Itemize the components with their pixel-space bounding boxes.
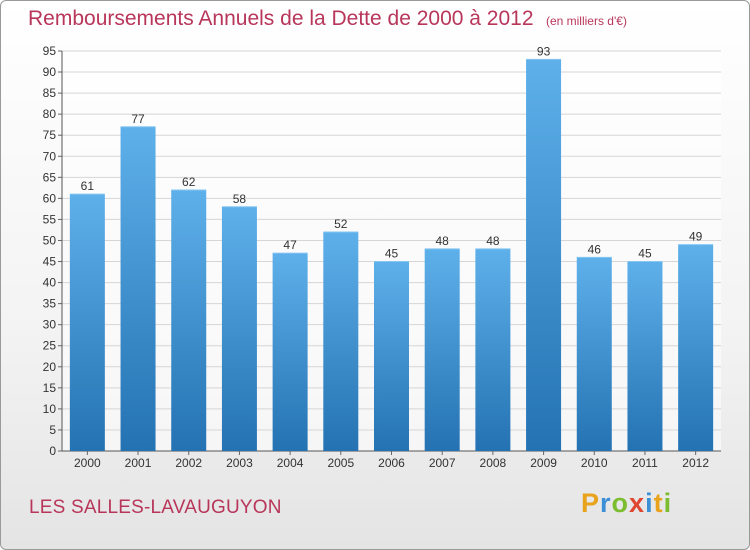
- commune-name: LES SALLES-LAVAUGUYON: [29, 497, 282, 518]
- y-tick-label: 55: [43, 212, 57, 226]
- data-label: 52: [334, 217, 348, 231]
- unit-note: (en milliers d'€): [545, 14, 627, 28]
- data-label: 77: [131, 112, 145, 126]
- x-tick-label: 2007: [429, 456, 456, 470]
- chart-title: Remboursements Annuels de la Dette de 20…: [28, 7, 534, 30]
- y-tick-label: 40: [43, 276, 57, 290]
- y-tick-label: 5: [49, 423, 56, 437]
- bar: [69, 194, 105, 451]
- logo-letter: o: [611, 488, 630, 518]
- logo-letter: P: [581, 488, 601, 518]
- data-label: 45: [638, 247, 652, 261]
- data-label: 45: [385, 247, 399, 261]
- title-row: Remboursements Annuels de la Dette de 20…: [28, 7, 627, 31]
- y-tick-label: 65: [43, 170, 57, 184]
- bar: [323, 232, 359, 451]
- y-tick-label: 90: [43, 65, 57, 79]
- x-tick-label: 2008: [480, 456, 507, 470]
- logo-letter: t: [653, 488, 664, 518]
- bar: [374, 261, 409, 451]
- proxiti-logo: Proxiti: [581, 488, 672, 519]
- y-tick-label: 35: [43, 297, 57, 311]
- data-label: 61: [81, 179, 95, 193]
- y-tick-label: 10: [43, 402, 57, 416]
- y-tick-label: 80: [43, 107, 57, 121]
- logo-letter: r: [600, 488, 612, 518]
- x-tick-label: 2006: [378, 456, 405, 470]
- y-tick-label: 45: [43, 255, 57, 269]
- y-tick-label: 60: [43, 191, 57, 205]
- data-label: 47: [283, 238, 297, 252]
- logo-letter: i: [663, 488, 673, 518]
- bar: [221, 206, 257, 451]
- bar: [424, 248, 460, 451]
- y-tick-label: 25: [43, 339, 57, 353]
- bar: [576, 257, 612, 451]
- bar: [526, 59, 562, 451]
- bar: [678, 244, 714, 451]
- bar: [120, 126, 156, 451]
- data-label: 62: [182, 175, 196, 189]
- data-label: 58: [233, 192, 247, 206]
- x-tick-label: 2000: [74, 456, 101, 470]
- y-tick-label: 0: [49, 444, 56, 458]
- y-tick-label: 15: [43, 381, 57, 395]
- x-tick-label: 2011: [632, 456, 658, 470]
- bar: [171, 189, 207, 451]
- logo-letter: i: [645, 488, 654, 518]
- x-tick-label: 2002: [175, 456, 202, 470]
- data-label: 46: [588, 242, 602, 256]
- x-tick-label: 2001: [125, 456, 152, 470]
- y-tick-label: 70: [43, 149, 57, 163]
- x-tick-label: 2004: [277, 456, 304, 470]
- y-tick-label: 85: [43, 86, 57, 100]
- bar: [272, 253, 308, 451]
- y-tick-label: 30: [43, 318, 57, 332]
- logo-letter: x: [629, 488, 646, 518]
- y-tick-label: 75: [43, 128, 57, 142]
- bar: [475, 248, 511, 451]
- y-tick-label: 50: [43, 233, 57, 247]
- bar: [627, 261, 663, 451]
- x-tick-label: 2003: [226, 456, 253, 470]
- data-label: 48: [486, 234, 500, 248]
- y-tick-label: 95: [43, 44, 57, 58]
- data-label: 93: [537, 44, 551, 58]
- x-tick-label: 2005: [327, 456, 354, 470]
- data-label: 48: [436, 234, 450, 248]
- x-tick-label: 2010: [581, 456, 608, 470]
- data-label: 49: [689, 230, 703, 244]
- y-tick-label: 20: [43, 360, 57, 374]
- x-tick-label: 2012: [682, 456, 709, 470]
- x-tick-label: 2009: [530, 456, 557, 470]
